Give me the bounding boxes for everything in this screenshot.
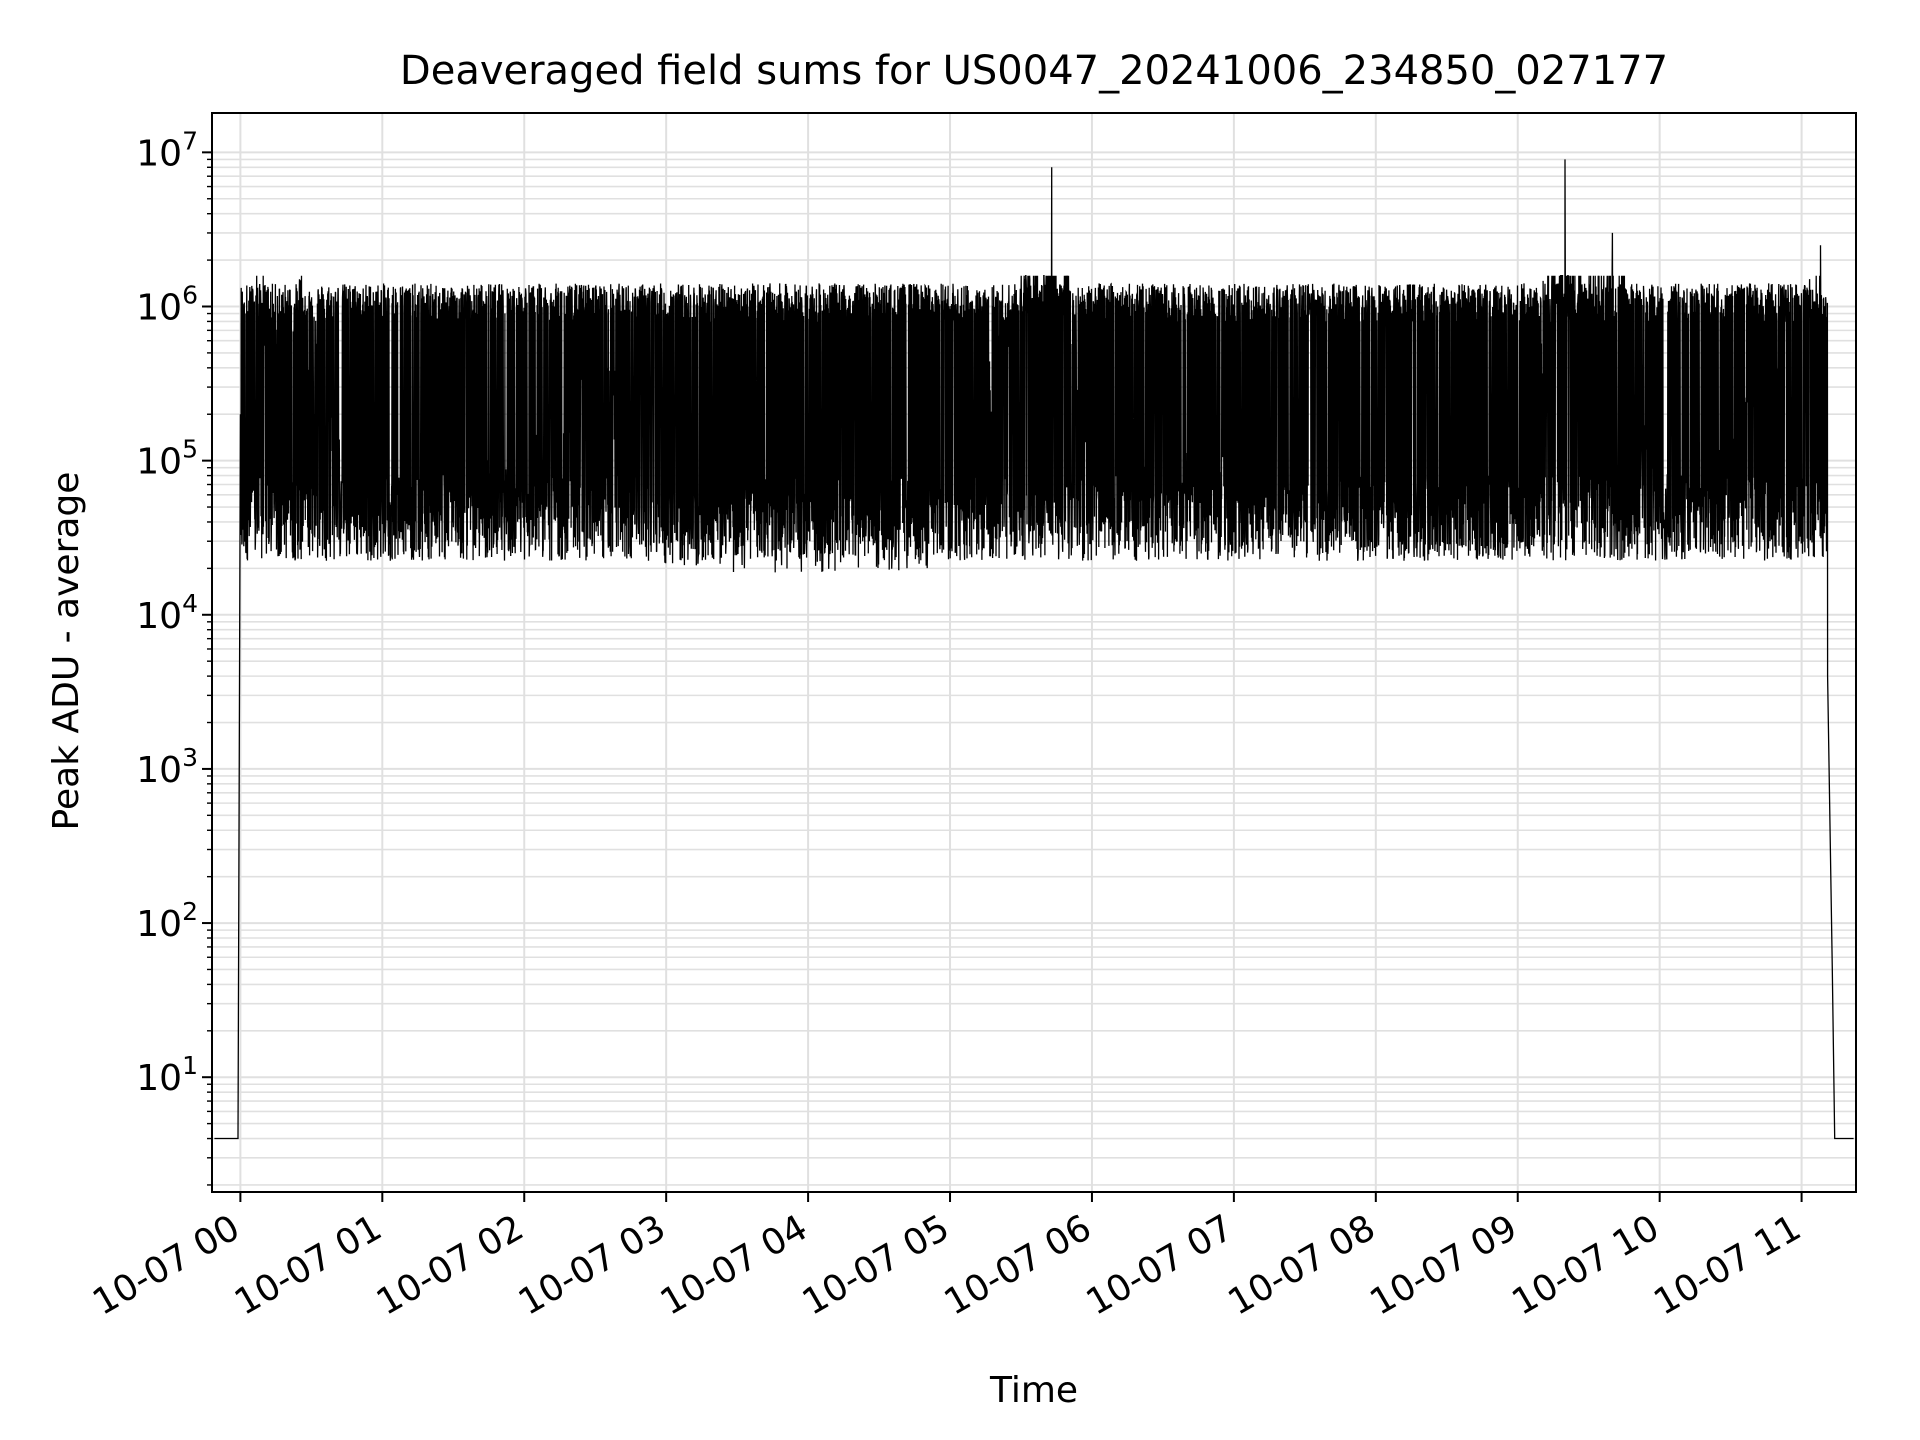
chart-title: Deaveraged field sums for US0047_2024100…: [400, 48, 1668, 94]
data-layer: [214, 159, 1854, 1140]
y-tick-label: 105: [136, 435, 198, 483]
y-axis-label: Peak ADU - average: [46, 472, 87, 831]
y-tick-label: 107: [136, 126, 198, 174]
y-tick-label: 102: [136, 897, 198, 945]
x-axis-label: Time: [989, 1370, 1078, 1411]
plot-frame: [211, 112, 1857, 1193]
y-tick-label: 101: [136, 1051, 198, 1099]
y-tick-label: 106: [136, 280, 198, 328]
grid-layer: [212, 113, 1856, 1192]
y-tick-label: 103: [136, 743, 198, 791]
y-tick-label: 104: [136, 589, 198, 637]
data-series-line: [214, 159, 1854, 1140]
